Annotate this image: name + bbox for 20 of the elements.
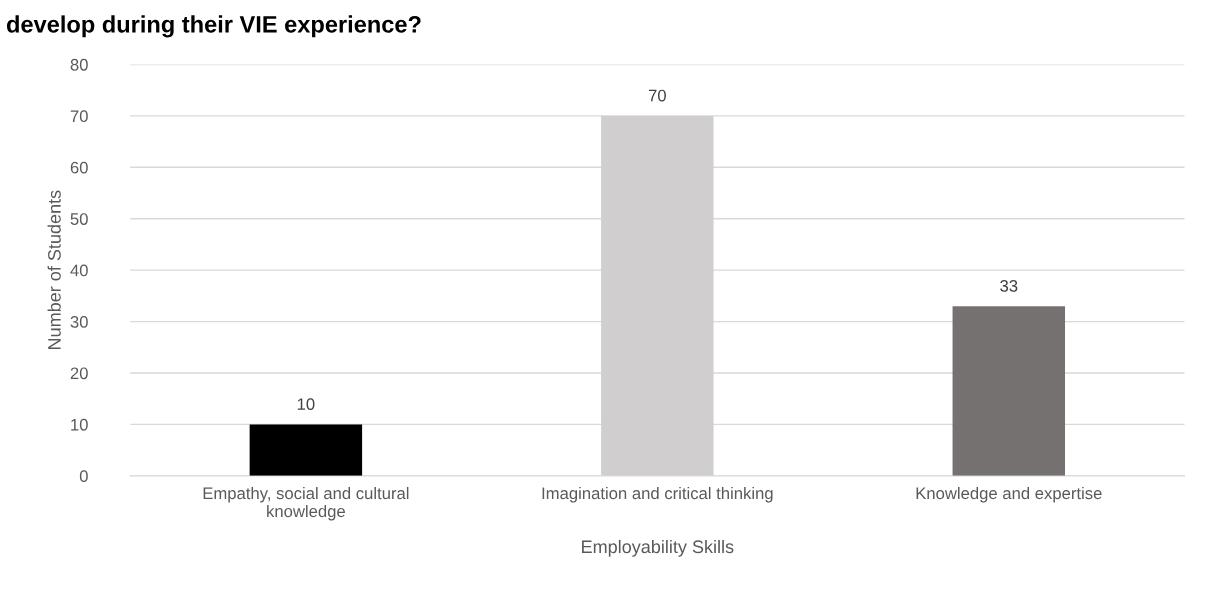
y-tick-label: 40	[70, 264, 88, 277]
y-tick-label: 10	[71, 418, 88, 431]
y-tick-label: 20	[70, 367, 88, 380]
bar	[249, 424, 363, 476]
x-tick-label: Imagination and critical thinking	[542, 486, 773, 503]
y-tick-label: 70	[70, 110, 88, 123]
data-label: 33	[1000, 279, 1018, 292]
y-tick-label: 60	[70, 161, 88, 174]
x-tick-label: Empathy, social and cultural knowledge	[203, 486, 409, 521]
y-tick-label: 80	[70, 58, 88, 71]
data-label: 70	[648, 89, 666, 102]
y-tick-label: 50	[70, 213, 88, 225]
x-axis-title: Employability Skills	[582, 539, 734, 557]
y-tick-label: 0	[79, 470, 88, 483]
y-tick-label: 30	[70, 315, 88, 328]
x-tick-label: Knowledge and expertise	[916, 486, 1102, 503]
y-axis-title: Number of Students	[47, 190, 61, 349]
bar	[952, 306, 1066, 476]
data-label: 10	[297, 398, 315, 411]
chart-title: develop during their VIE experience?	[7, 15, 421, 38]
